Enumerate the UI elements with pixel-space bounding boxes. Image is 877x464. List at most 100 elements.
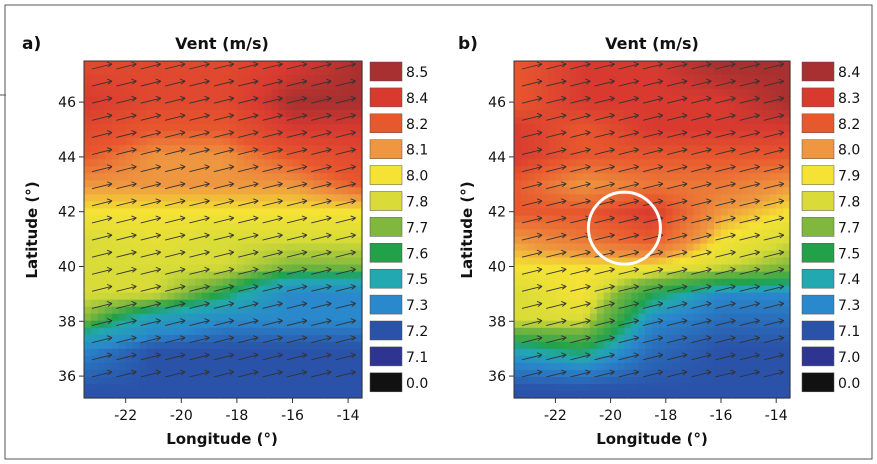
heatmap-cell — [700, 159, 708, 167]
heatmap-cell — [762, 68, 770, 76]
heatmap-cell — [334, 306, 342, 315]
heatmap-cell — [714, 103, 722, 111]
heatmap-cell — [514, 390, 522, 399]
heatmap-cell — [714, 166, 722, 174]
heatmap-cell — [665, 75, 674, 83]
heatmap-cell — [132, 96, 141, 104]
heatmap-cell — [160, 173, 168, 181]
heatmap-cell — [527, 61, 536, 69]
heatmap-cell — [527, 138, 536, 146]
heatmap-cell — [320, 138, 328, 146]
heatmap-cell — [527, 68, 536, 76]
heatmap-cell — [638, 96, 646, 104]
heatmap-cell — [610, 208, 619, 217]
heatmap-cell — [541, 348, 550, 357]
heatmap-cell — [348, 362, 356, 371]
heatmap-cell — [624, 194, 632, 203]
heatmap-cell — [223, 278, 231, 287]
heatmap-cell — [104, 103, 113, 111]
heatmap-cell — [209, 376, 217, 385]
heatmap-cell — [693, 75, 701, 83]
heatmap-cell — [665, 89, 674, 97]
wind-arrow — [763, 283, 785, 292]
heatmap-cell — [125, 208, 134, 217]
heatmap-cell — [181, 264, 189, 273]
heatmap-cell — [216, 187, 224, 195]
heatmap-cell — [97, 390, 106, 399]
heatmap-cell — [514, 173, 522, 181]
heatmap-cell — [721, 82, 729, 90]
heatmap-cell — [652, 117, 660, 125]
heatmap-cell — [555, 355, 563, 364]
wind-arrow — [164, 283, 186, 292]
heatmap-cell — [299, 103, 307, 111]
heatmap-cell — [631, 68, 639, 76]
heatmap-cell — [741, 369, 750, 378]
heatmap-cell — [631, 89, 639, 97]
heatmap-cell — [686, 215, 694, 224]
heatmap-cell — [243, 229, 252, 238]
heatmap-cell — [306, 292, 314, 301]
heatmap-cell — [783, 166, 791, 174]
heatmap-cell — [320, 327, 328, 336]
heatmap-cell — [589, 61, 598, 69]
wind-arrow — [262, 130, 283, 138]
heatmap-cell — [97, 159, 106, 167]
heatmap-cell — [658, 173, 667, 181]
wind-arrow — [311, 130, 332, 138]
heatmap-cell — [160, 89, 168, 97]
wind-arrow — [570, 352, 591, 361]
wind-arrow — [140, 130, 161, 138]
heatmap-cell — [327, 292, 335, 301]
wind-arrow — [594, 78, 615, 87]
wind-arrow — [570, 283, 591, 292]
heatmap-cell — [216, 82, 224, 90]
heatmap-cell — [603, 348, 612, 357]
heatmap-cell — [250, 96, 259, 104]
heatmap-cell — [762, 341, 770, 350]
heatmap-cell — [167, 201, 175, 210]
heatmap-cell — [562, 208, 570, 217]
wind-arrow — [691, 95, 712, 104]
heatmap-cell — [195, 271, 203, 280]
heatmap-cell — [278, 96, 287, 104]
wind-arrow — [521, 198, 543, 207]
heatmap-cell — [624, 327, 632, 336]
x-tick-label: -14 — [337, 408, 360, 424]
heatmap-cell — [243, 89, 252, 97]
wind-arrow — [311, 147, 332, 155]
heatmap-cell — [748, 306, 757, 315]
heatmap-cell — [327, 320, 335, 329]
heatmap-cell — [514, 222, 522, 231]
heatmap-cell — [236, 376, 245, 385]
heatmap-cell — [285, 264, 294, 273]
wind-arrow — [739, 318, 760, 327]
heatmap-cell — [624, 292, 632, 301]
heatmap-cell — [631, 278, 639, 287]
heatmap-cell — [216, 292, 224, 301]
heatmap-cell — [160, 145, 168, 153]
heatmap-cell — [139, 271, 148, 280]
heatmap-cell — [348, 124, 356, 132]
heatmap-cell — [97, 264, 106, 273]
heatmap-cell — [236, 327, 245, 336]
heatmap-cell — [264, 348, 273, 357]
heatmap-cell — [104, 285, 113, 294]
heatmap-cell — [520, 292, 529, 301]
heatmap-cell — [617, 327, 625, 336]
heatmap-cell — [250, 75, 259, 83]
heatmap-cell — [320, 376, 328, 385]
heatmap-cell — [90, 306, 99, 315]
heatmap-cell — [638, 348, 646, 357]
heatmap-cell — [631, 236, 639, 245]
heatmap-cell — [645, 89, 653, 97]
heatmap-cell — [603, 173, 612, 181]
heatmap-cell — [741, 306, 750, 315]
heatmap-cell — [603, 201, 612, 210]
heatmap-cell — [610, 243, 619, 252]
heatmap-cell — [514, 299, 522, 308]
heatmap-cell — [195, 278, 203, 287]
heatmap-cell — [562, 82, 570, 90]
heatmap-cell — [146, 103, 155, 111]
heatmap-cell — [527, 187, 536, 195]
